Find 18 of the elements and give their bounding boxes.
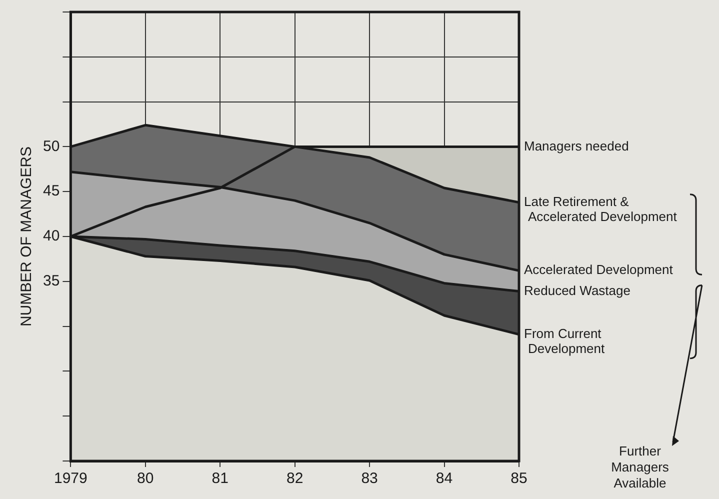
y-tick-label: 50	[42, 138, 60, 155]
x-tick-label: 82	[286, 470, 304, 488]
y-tick-label: 45	[42, 182, 60, 200]
series-label: From Current Development	[524, 326, 605, 356]
text: Further Managers Available	[611, 444, 670, 491]
x-tick-label: 1979	[54, 470, 88, 488]
series-label: Accelerated Development	[524, 262, 674, 278]
series-label: Reduced Wastage	[524, 282, 630, 298]
x-tick-label: 80	[137, 470, 154, 488]
y-tick-label: 35	[42, 272, 60, 290]
x-tick-label: 81	[212, 470, 228, 488]
x-tick-label: 84	[436, 470, 453, 488]
y-tick-label: 40	[42, 228, 60, 245]
series-label: Managers needed	[524, 138, 629, 154]
x-tick-label: 85	[510, 470, 528, 488]
y-axis-title: NUMBER OF MANAGERS	[18, 146, 36, 327]
x-tick-label: 83	[361, 470, 378, 488]
series-label: Late Retirement & Accelerated Development	[524, 194, 678, 224]
